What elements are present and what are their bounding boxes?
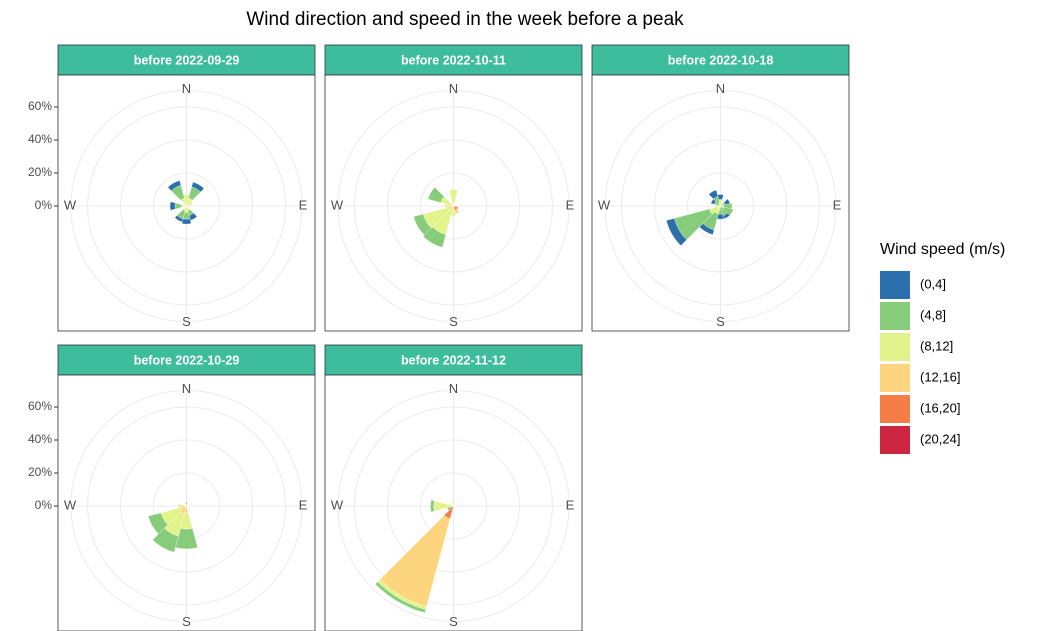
- direction-label: S: [716, 314, 725, 329]
- direction-label: W: [64, 497, 77, 512]
- panel-border: [57, 74, 316, 332]
- direction-label: E: [833, 197, 842, 212]
- strip-background: [324, 344, 583, 376]
- strip-background: [57, 44, 316, 76]
- direction-label: N: [182, 81, 191, 96]
- strip-label: before 2022-09-29: [134, 53, 240, 67]
- chart-title: Wind direction and speed in the week bef…: [246, 9, 684, 30]
- direction-label: S: [449, 614, 458, 629]
- wedge: [430, 499, 435, 513]
- direction-label: W: [331, 197, 344, 212]
- direction-label: E: [566, 497, 575, 512]
- y-tick-label: 60%: [28, 399, 52, 413]
- legend-key: [880, 364, 910, 392]
- facet: before 2022-10-18 N E S W: [591, 44, 850, 332]
- legend-key: [880, 426, 910, 454]
- direction-label: S: [449, 314, 458, 329]
- strip-label: before 2022-11-12: [401, 353, 506, 367]
- legend-key: [880, 302, 910, 330]
- legend-label: (12,16]: [920, 369, 960, 384]
- direction-label: N: [182, 381, 191, 396]
- direction-label: E: [299, 197, 308, 212]
- wedge: [185, 502, 188, 507]
- strip-background: [591, 44, 850, 76]
- y-tick-label: 20%: [28, 165, 52, 179]
- panel-border: [57, 374, 316, 631]
- direction-label: W: [331, 497, 344, 512]
- y-tick-label: 40%: [28, 132, 52, 146]
- facet: before 2022-09-29 0% 20% 40% 60% N E S W: [28, 44, 316, 332]
- wedge: [174, 215, 184, 223]
- wedge: [717, 194, 724, 200]
- direction-label: S: [182, 614, 191, 629]
- y-tick-label: 0%: [35, 498, 53, 512]
- direction-label: N: [716, 81, 725, 96]
- y-tick-label: 0%: [35, 198, 53, 212]
- direction-label: E: [299, 497, 308, 512]
- facet: before 2022-10-29 0% 20% 40% 60% N E S W: [28, 344, 316, 631]
- wedge: [185, 201, 194, 207]
- facet: before 2022-11-12 N E S W: [324, 344, 583, 631]
- strip-label: before 2022-10-29: [134, 353, 240, 367]
- legend-title: Wind speed (m/s): [880, 241, 1005, 258]
- direction-label: W: [64, 197, 77, 212]
- wedge: [191, 181, 205, 193]
- wedge: [167, 180, 182, 192]
- panel-border: [324, 374, 583, 631]
- legend-label: (8,12]: [920, 338, 953, 353]
- legend-key: [880, 333, 910, 361]
- y-tick-label: 20%: [28, 465, 52, 479]
- wedge: [169, 201, 176, 211]
- wedge: [178, 503, 188, 509]
- direction-label: S: [182, 314, 191, 329]
- legend-label: (4,8]: [920, 307, 946, 322]
- wedge: [413, 213, 432, 236]
- wedge: [148, 512, 169, 535]
- wedge: [427, 187, 445, 203]
- wedge: [666, 218, 687, 246]
- wedge: [375, 581, 426, 613]
- legend-label: (0,4]: [920, 276, 946, 291]
- panel-border: [324, 74, 583, 332]
- strip-label: before 2022-10-18: [668, 53, 774, 67]
- wedge: [452, 500, 455, 507]
- legend-label: (20,24]: [920, 431, 960, 446]
- legend-key: [880, 395, 910, 423]
- direction-label: E: [566, 197, 575, 212]
- legend-key: [880, 271, 910, 299]
- wedge: [449, 189, 458, 203]
- direction-label: N: [449, 381, 458, 396]
- facet: before 2022-10-11 N E S W: [324, 44, 583, 332]
- direction-label: N: [449, 81, 458, 96]
- direction-label: W: [598, 197, 611, 212]
- wedge: [181, 218, 192, 225]
- y-tick-label: 60%: [28, 99, 52, 113]
- y-tick-label: 40%: [28, 432, 52, 446]
- legend-label: (16,20]: [920, 400, 960, 415]
- wedge: [708, 189, 719, 200]
- strip-label: before 2022-10-11: [401, 53, 506, 67]
- panel-border: [591, 74, 850, 332]
- strip-background: [324, 44, 583, 76]
